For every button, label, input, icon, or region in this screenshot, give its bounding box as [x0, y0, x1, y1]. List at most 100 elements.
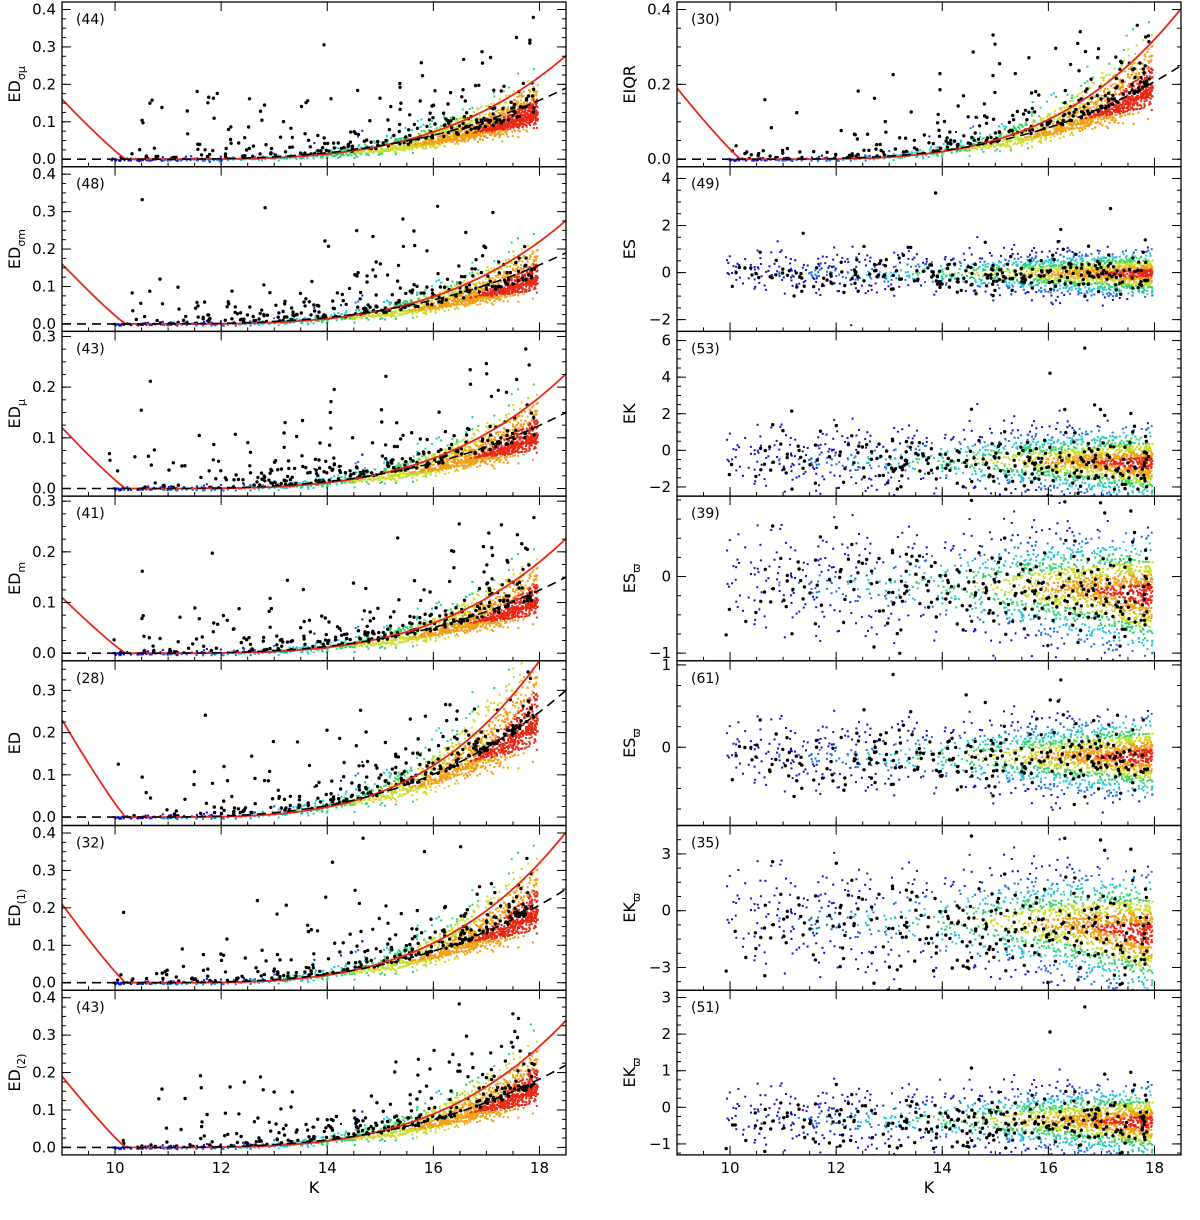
outlier-point [480, 254, 485, 258]
outlier-point [381, 141, 385, 145]
density-point [487, 449, 489, 452]
density-point [484, 462, 487, 465]
outlier-point [134, 317, 138, 322]
outlier-point [515, 115, 519, 119]
density-point [426, 138, 429, 141]
density-point [486, 293, 489, 295]
density-point [490, 130, 493, 133]
density-point [446, 138, 449, 141]
density-point [525, 288, 528, 291]
panel-count-label: (44) [76, 12, 105, 28]
density-point [394, 478, 396, 481]
density-point [253, 155, 256, 158]
density-point [310, 320, 313, 323]
density-point [504, 277, 507, 280]
density-point [516, 124, 519, 126]
density-point [503, 270, 505, 273]
density-point [400, 149, 403, 152]
density-point [441, 466, 444, 469]
density-point [450, 299, 453, 302]
outlier-point [207, 318, 212, 322]
density-point [240, 488, 243, 491]
density-point [504, 437, 507, 439]
density-point [315, 314, 317, 317]
density-point [467, 132, 470, 134]
density-point [456, 138, 459, 141]
density-point [513, 279, 516, 282]
outlier-point [532, 87, 536, 92]
density-point [497, 122, 499, 125]
density-point [495, 293, 498, 296]
density-point [494, 131, 497, 134]
density-point [437, 307, 440, 310]
density-point [170, 485, 172, 488]
density-point [457, 135, 460, 138]
outlier-point [196, 147, 200, 151]
density-point [162, 159, 165, 162]
density-point [384, 150, 387, 153]
density-point [456, 284, 459, 287]
outlier-point [329, 97, 333, 101]
density-point [424, 138, 427, 141]
density-point [425, 305, 428, 308]
density-point [450, 138, 453, 141]
density-point [466, 139, 469, 142]
density-point [381, 317, 384, 320]
density-point [357, 135, 360, 138]
density-point [128, 159, 131, 162]
outlier-point [438, 285, 443, 289]
density-point [501, 114, 504, 117]
density-point [385, 141, 388, 144]
density-point [510, 283, 513, 286]
density-point [511, 135, 514, 138]
density-point [479, 138, 482, 141]
outlier-point [473, 267, 477, 271]
density-point [344, 474, 347, 477]
density-point [358, 151, 361, 154]
density-point [301, 156, 304, 159]
density-point [525, 448, 528, 451]
density-point [425, 296, 427, 299]
density-point [137, 160, 140, 163]
outlier-point [361, 307, 366, 311]
density-point [458, 303, 461, 306]
density-point [501, 124, 504, 127]
density-point [406, 300, 408, 303]
density-point [501, 140, 504, 143]
density-point [475, 298, 478, 301]
density-point [385, 150, 388, 152]
density-point [526, 102, 529, 105]
density-point [536, 269, 539, 272]
outlier-point [374, 293, 378, 297]
outlier-point [371, 268, 375, 272]
density-point [493, 95, 496, 98]
density-point [434, 311, 437, 314]
density-point [486, 301, 489, 304]
density-point [523, 447, 526, 450]
density-point [339, 156, 341, 158]
density-point [457, 130, 460, 133]
density-point [400, 477, 403, 479]
density-point [191, 488, 194, 491]
density-point [529, 121, 532, 124]
density-point [512, 294, 515, 297]
density-point [431, 120, 433, 123]
density-point [498, 98, 501, 101]
density-point [408, 471, 411, 474]
density-point [284, 322, 287, 325]
density-point [320, 155, 323, 158]
density-point [510, 278, 513, 281]
density-point [400, 313, 403, 316]
density-point [402, 301, 405, 304]
density-point [504, 294, 507, 297]
density-point [510, 118, 513, 121]
density-point [493, 296, 495, 299]
density-point [525, 125, 528, 128]
outlier-point [531, 15, 535, 20]
density-point [345, 310, 348, 313]
density-point [484, 299, 487, 302]
outlier-point [473, 83, 478, 88]
density-point [195, 159, 198, 162]
density-point [460, 464, 463, 467]
density-point [402, 145, 405, 148]
